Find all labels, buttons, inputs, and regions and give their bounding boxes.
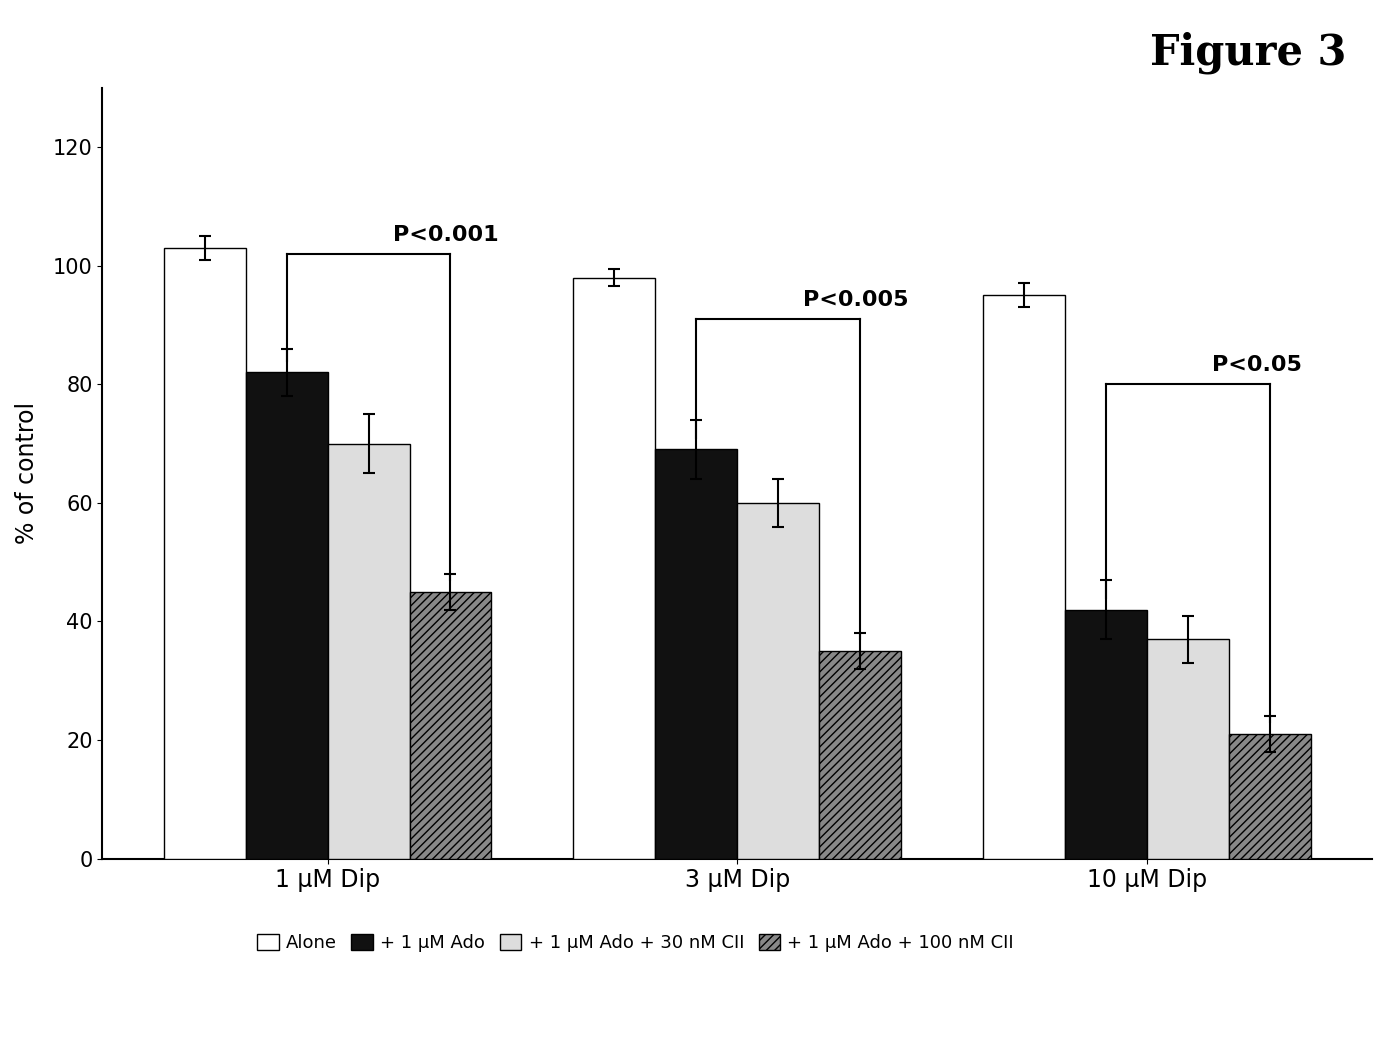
Bar (820, 651, 902, 858)
Y-axis label: % of control: % of control (15, 402, 39, 544)
Bar (245, 372, 327, 858)
Legend: Alone, + 1 μM Ado, + 1 μM Ado + 30 nM CII, + 1 μM Ado + 100 nM CII: Alone, + 1 μM Ado, + 1 μM Ado + 30 nM CI… (252, 929, 1019, 958)
Bar (327, 444, 409, 858)
Bar (409, 592, 491, 858)
Text: P<0.05: P<0.05 (1212, 355, 1302, 375)
Bar (1229, 735, 1311, 858)
Bar (1065, 610, 1147, 858)
Text: P<0.001: P<0.001 (393, 224, 499, 245)
Bar (1147, 639, 1229, 858)
Bar (736, 503, 820, 858)
Bar (983, 295, 1065, 858)
Text: Figure 3: Figure 3 (1150, 31, 1347, 74)
Text: P<0.005: P<0.005 (803, 290, 908, 310)
Bar (573, 277, 655, 858)
Bar (164, 248, 245, 858)
Bar (655, 450, 736, 858)
